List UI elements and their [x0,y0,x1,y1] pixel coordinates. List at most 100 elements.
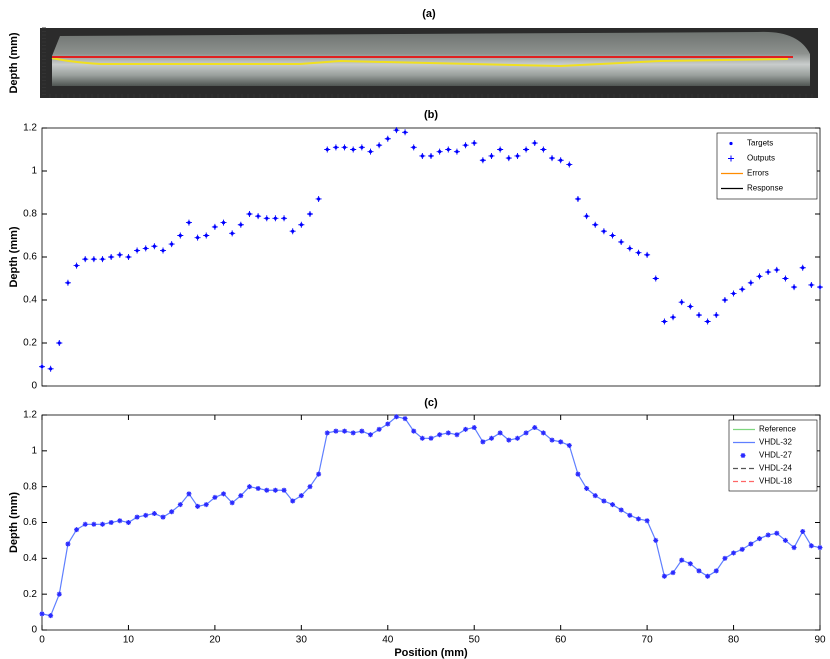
legend-symbol [741,453,746,458]
legend-label: Response [747,184,784,193]
vhdl-point [705,574,710,579]
vhdl-point [40,611,45,616]
plot-area [42,415,820,630]
vhdl-point [757,536,762,541]
x-tick-label: 20 [209,635,221,646]
y-axis-label: Depth (mm) [8,32,20,93]
vhdl-point [152,511,157,516]
vhdl-point [420,436,425,441]
x-tick-label: 50 [469,635,481,646]
vhdl-point [238,493,243,498]
legend-label: Reference [759,425,796,434]
vhdl-point [593,493,598,498]
vhdl-point [671,570,676,575]
legend-symbol [729,142,732,145]
y-tick-label: 0.6 [23,517,37,528]
vhdl-point [619,507,624,512]
vhdl-point [818,545,823,550]
vhdl-point [126,520,131,525]
vhdl-point [748,542,753,547]
vhdl-point [91,522,96,527]
vhdl-point [731,550,736,555]
vhdl-point [394,414,399,419]
vhdl-point [696,568,701,573]
vhdl-point [610,502,615,507]
vhdl-point [532,425,537,430]
vhdl-point [100,522,105,527]
vhdl-point [550,438,555,443]
x-tick-label: 90 [814,635,826,646]
vhdl-point [316,472,321,477]
vhdl-point [714,568,719,573]
vhdl-point [273,488,278,493]
vhdl-point [722,556,727,561]
y-tick-label: 0.8 [23,481,37,492]
vhdl-point [186,491,191,496]
vhdl-point [809,543,814,548]
vhdl-point [351,430,356,435]
vhdl-point [454,432,459,437]
vhdl-point [792,545,797,550]
vhdl-point [541,430,546,435]
vhdl-point [161,515,166,520]
vhdl-point [333,429,338,434]
vhdl-point [264,488,269,493]
vhdl-point [359,429,364,434]
legend-label: VHDL-24 [759,464,792,473]
x-tick-label: 0 [39,635,45,646]
vhdl-point [109,520,114,525]
vhdl-point [290,499,295,504]
vhdl-point [178,502,183,507]
panel-title: (b) [424,109,438,121]
vhdl-point [524,430,529,435]
vhdl-point [247,484,252,489]
vhdl-point [437,432,442,437]
y-tick-label: 0.4 [23,553,37,564]
x-tick-label: 70 [642,635,654,646]
y-tick-label: 0.2 [23,589,37,600]
vhdl-point [325,430,330,435]
vhdl-point [800,529,805,534]
vhdl-point [506,438,511,443]
vhdl-point [48,613,53,618]
legend-label: Errors [747,169,769,178]
vhdl-point [740,547,745,552]
vhdl-point [489,436,494,441]
vhdl-point [662,574,667,579]
y-tick-label: 0.8 [23,209,37,220]
y-tick-label: 1.2 [23,410,37,421]
vhdl-point [627,513,632,518]
vhdl-point [169,509,174,514]
vhdl-point [429,436,434,441]
vhdl-point [688,561,693,566]
y-tick-label: 1 [31,166,37,177]
vhdl-point [679,558,684,563]
vhdl-point [584,486,589,491]
vhdl-point [403,416,408,421]
vhdl-point [230,500,235,505]
vhdl-point [480,439,485,444]
vhdl-point [498,430,503,435]
x-tick-label: 60 [555,635,567,646]
vhdl-point [783,538,788,543]
vhdl-point [368,432,373,437]
vhdl-point [117,518,122,523]
vhdl-point [65,542,70,547]
weld-photo [52,32,810,86]
legend-label: Outputs [747,154,775,163]
plot-area [42,128,820,386]
x-tick-label: 40 [382,635,394,646]
legend-label: VHDL-18 [759,477,792,486]
vhdl-point [307,484,312,489]
vhdl-point [57,592,62,597]
vhdl-point [377,427,382,432]
vhdl-point [74,527,79,532]
vhdl-point [204,502,209,507]
y-tick-label: 0.4 [23,295,37,306]
y-axis-label: Depth (mm) [8,226,20,287]
vhdl-point [567,443,572,448]
y-tick-label: 0 [31,625,37,636]
vhdl-point [282,488,287,493]
legend-label: VHDL-27 [759,451,792,460]
legend-label: VHDL-32 [759,438,792,447]
